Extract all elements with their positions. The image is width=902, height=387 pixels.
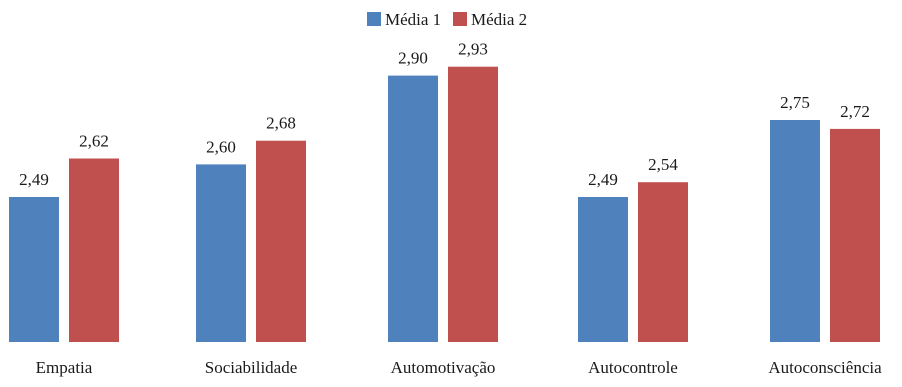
legend-swatch-media-1 bbox=[367, 12, 381, 26]
bar-empatia-series-1 bbox=[9, 197, 59, 342]
category-label-automotivação: Automotivação bbox=[391, 358, 496, 377]
bar-automotivação-series-1 bbox=[388, 75, 438, 342]
category-label-sociabilidade: Sociabilidade bbox=[205, 358, 298, 377]
category-label-autoconsciência: Autoconsciência bbox=[768, 358, 882, 377]
data-label-autocontrole-series-2: 2,54 bbox=[648, 155, 678, 174]
bar-autocontrole-series-2 bbox=[638, 182, 688, 342]
data-label-automotivação-series-2: 2,93 bbox=[458, 40, 488, 59]
legend: Média 1 Média 2 bbox=[367, 10, 527, 29]
legend-swatch-media-2 bbox=[453, 12, 467, 26]
bar-autoconsciência-series-2 bbox=[830, 128, 880, 342]
data-label-automotivação-series-1: 2,90 bbox=[398, 49, 428, 68]
category-label-autocontrole: Autocontrole bbox=[588, 358, 678, 377]
data-label-empatia-series-2: 2,62 bbox=[79, 132, 109, 151]
bar-series-group bbox=[9, 66, 880, 342]
category-label-empatia: Empatia bbox=[36, 358, 93, 377]
bar-sociabilidade-series-2 bbox=[256, 140, 306, 342]
bar-autocontrole-series-1 bbox=[578, 197, 628, 342]
bar-autoconsciência-series-1 bbox=[770, 120, 820, 342]
bar-empatia-series-2 bbox=[69, 158, 119, 342]
data-label-autoconsciência-series-2: 2,72 bbox=[840, 102, 870, 121]
bar-automotivação-series-2 bbox=[448, 66, 498, 342]
category-labels-group: Empatia Sociabilidade Automotivação Autocon… bbox=[36, 358, 882, 377]
data-label-autocontrole-series-1: 2,49 bbox=[588, 170, 618, 189]
data-label-sociabilidade-series-1: 2,60 bbox=[206, 137, 236, 156]
bar-sociabilidade-series-1 bbox=[196, 164, 246, 342]
legend-label-media-2: Média 2 bbox=[471, 10, 527, 29]
data-label-empatia-series-1: 2,49 bbox=[19, 170, 49, 189]
data-label-autoconsciência-series-1: 2,75 bbox=[780, 93, 810, 112]
legend-label-media-1: Média 1 bbox=[385, 10, 441, 29]
value-labels-group: 2,49 2,62 2,60 2,68 2,90 2,93 2,49 2,54 2,75 2,72 bbox=[19, 40, 870, 189]
data-label-sociabilidade-series-2: 2,68 bbox=[266, 114, 296, 133]
